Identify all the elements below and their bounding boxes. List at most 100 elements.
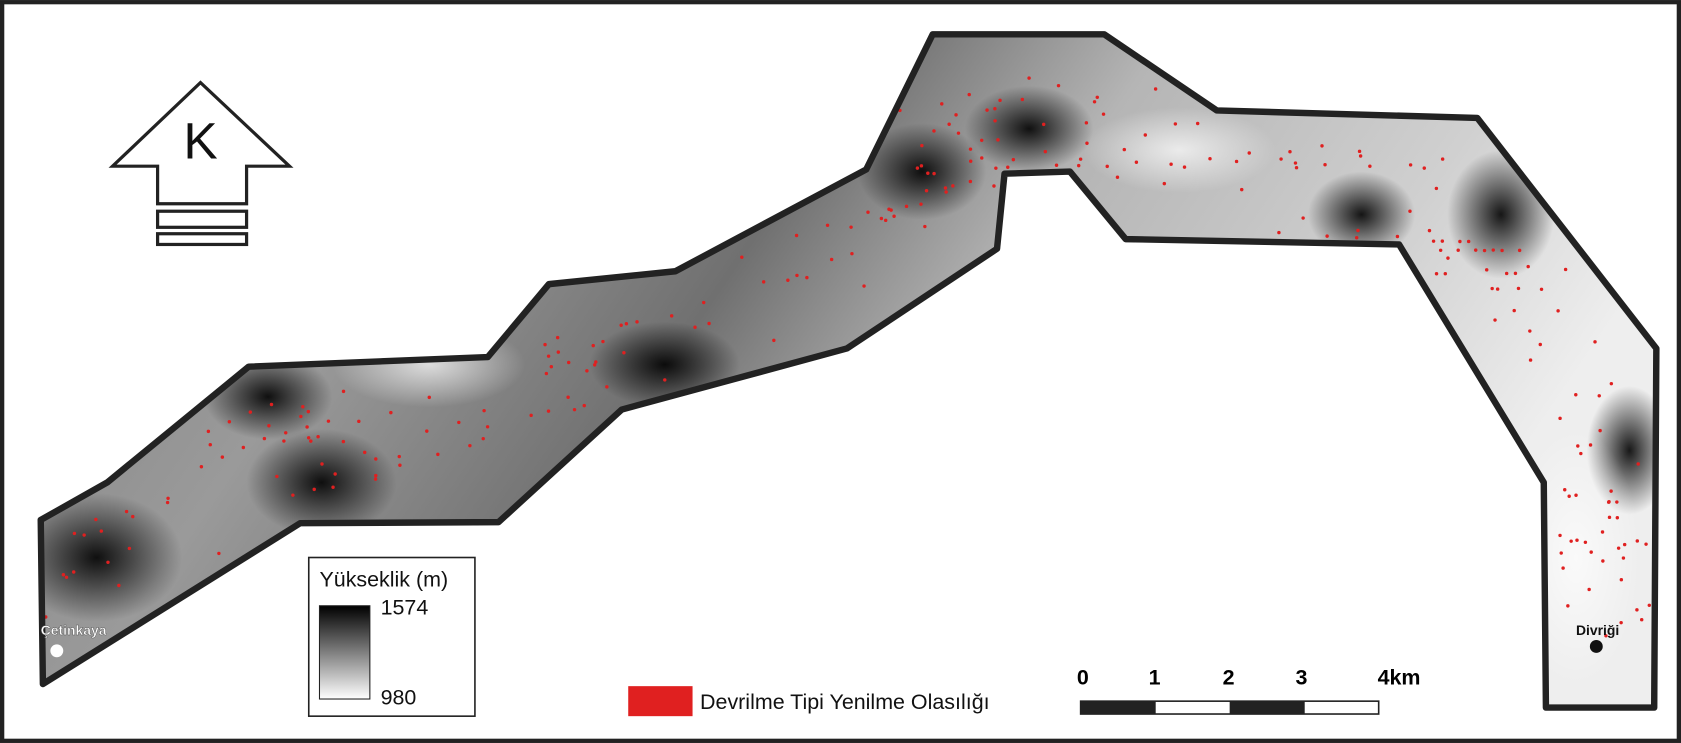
hazard-point	[1423, 166, 1426, 169]
hazard-point	[1601, 530, 1604, 533]
hazard-point	[1574, 494, 1577, 497]
hazard-point	[594, 360, 597, 363]
hazard-point	[267, 424, 270, 427]
hazard-point	[1617, 546, 1620, 549]
hazard-point	[830, 258, 833, 261]
scale-label: 1	[1149, 665, 1161, 689]
hazard-point	[1027, 76, 1030, 79]
hazard-point	[1648, 604, 1651, 607]
hazard-point	[128, 547, 131, 550]
hazard-point	[1589, 550, 1592, 553]
hazard-point	[117, 584, 120, 587]
hazard-point	[1096, 96, 1099, 99]
hazard-point	[1057, 84, 1060, 87]
hazard-point	[795, 234, 798, 237]
hazard-point	[557, 350, 560, 353]
hazard-label: Devrilme Tipi Yenilme Olasılığı	[700, 690, 990, 714]
hazard-point	[263, 437, 266, 440]
hazard-point	[327, 419, 330, 422]
hazard-point	[892, 215, 895, 218]
hazard-point	[357, 420, 360, 423]
hazard-point	[486, 425, 489, 428]
hazard-point	[1248, 151, 1251, 154]
hazard-point	[284, 431, 287, 434]
legend-low: 980	[381, 686, 417, 710]
hazard-point	[707, 322, 710, 325]
hazard-point	[1493, 318, 1496, 321]
hazard-point	[947, 123, 950, 126]
hazard-point	[592, 344, 595, 347]
hazard-point	[826, 224, 829, 227]
hazard-point	[996, 138, 999, 141]
hazard-point	[1575, 538, 1578, 541]
hazard-point	[1079, 157, 1082, 160]
hazard-point	[1154, 87, 1157, 90]
hazard-point	[567, 361, 570, 364]
hazard-point	[309, 439, 312, 442]
hazard-point	[994, 166, 997, 169]
hazard-point	[1085, 121, 1088, 124]
map: K Yükseklik (m) 1574 980 Devrilme Tipi Y…	[0, 0, 1681, 743]
hazard-point	[1135, 161, 1138, 164]
hazard-point	[993, 119, 996, 122]
hazard-point	[1456, 249, 1459, 252]
hazard-point	[1623, 543, 1626, 546]
scale-label: 4km	[1378, 665, 1421, 689]
hazard-point	[1439, 249, 1442, 252]
hazard-point	[550, 365, 553, 368]
hazard-point	[992, 184, 995, 187]
hazard-point	[1587, 588, 1590, 591]
hazard-point	[585, 369, 588, 372]
hazard-point	[1077, 164, 1080, 167]
hazard-point	[425, 429, 428, 432]
hazard-point	[1428, 229, 1431, 232]
hazard-point	[1474, 248, 1477, 251]
hazard-point	[275, 475, 278, 478]
hazard-point	[1567, 495, 1570, 498]
hazard-point	[1514, 272, 1517, 275]
hazard-point	[1598, 429, 1601, 432]
hazard-point	[1496, 287, 1499, 290]
hazard-point	[1116, 176, 1119, 179]
hazard-point	[880, 217, 883, 220]
hazard-point	[919, 202, 922, 205]
hazard-point	[1441, 157, 1444, 160]
hazard-point	[363, 451, 366, 454]
hazard-point	[573, 408, 576, 411]
hazard-point	[94, 518, 97, 521]
hazard-point	[1539, 343, 1542, 346]
hazard-point	[1021, 98, 1024, 101]
hazard-point	[762, 280, 765, 283]
hazard-point	[1358, 150, 1361, 153]
hazard-point	[954, 113, 957, 116]
hazard-point	[200, 465, 203, 468]
hazard-point	[1593, 340, 1596, 343]
hazard-point	[547, 409, 550, 412]
hazard-point	[166, 497, 169, 500]
hazard-point	[1528, 329, 1531, 332]
hazard-point	[622, 351, 625, 354]
hazard-point	[436, 453, 439, 456]
hazard-point	[342, 390, 345, 393]
hazard-point	[1235, 160, 1238, 163]
hazard-point	[805, 276, 808, 279]
hazard-point	[1558, 417, 1561, 420]
hazard-point	[944, 190, 947, 193]
hazard-point	[1106, 165, 1109, 168]
hazard-point	[1169, 162, 1172, 165]
hazard-point	[1396, 235, 1399, 238]
hazard-point	[301, 405, 304, 408]
hazard-point	[1441, 239, 1444, 242]
hazard-point	[316, 435, 319, 438]
scale-label: 3	[1296, 665, 1308, 689]
hazard-point	[566, 396, 569, 399]
hazard-point	[1615, 500, 1618, 503]
hazard-point	[547, 354, 550, 357]
hazard-point	[1012, 158, 1015, 161]
hazard-point	[428, 396, 431, 399]
hazard-point	[305, 425, 308, 428]
hazard-point	[1368, 164, 1371, 167]
hazard-point	[1301, 216, 1304, 219]
hazard-point	[291, 493, 294, 496]
hazard-point	[998, 99, 1001, 102]
